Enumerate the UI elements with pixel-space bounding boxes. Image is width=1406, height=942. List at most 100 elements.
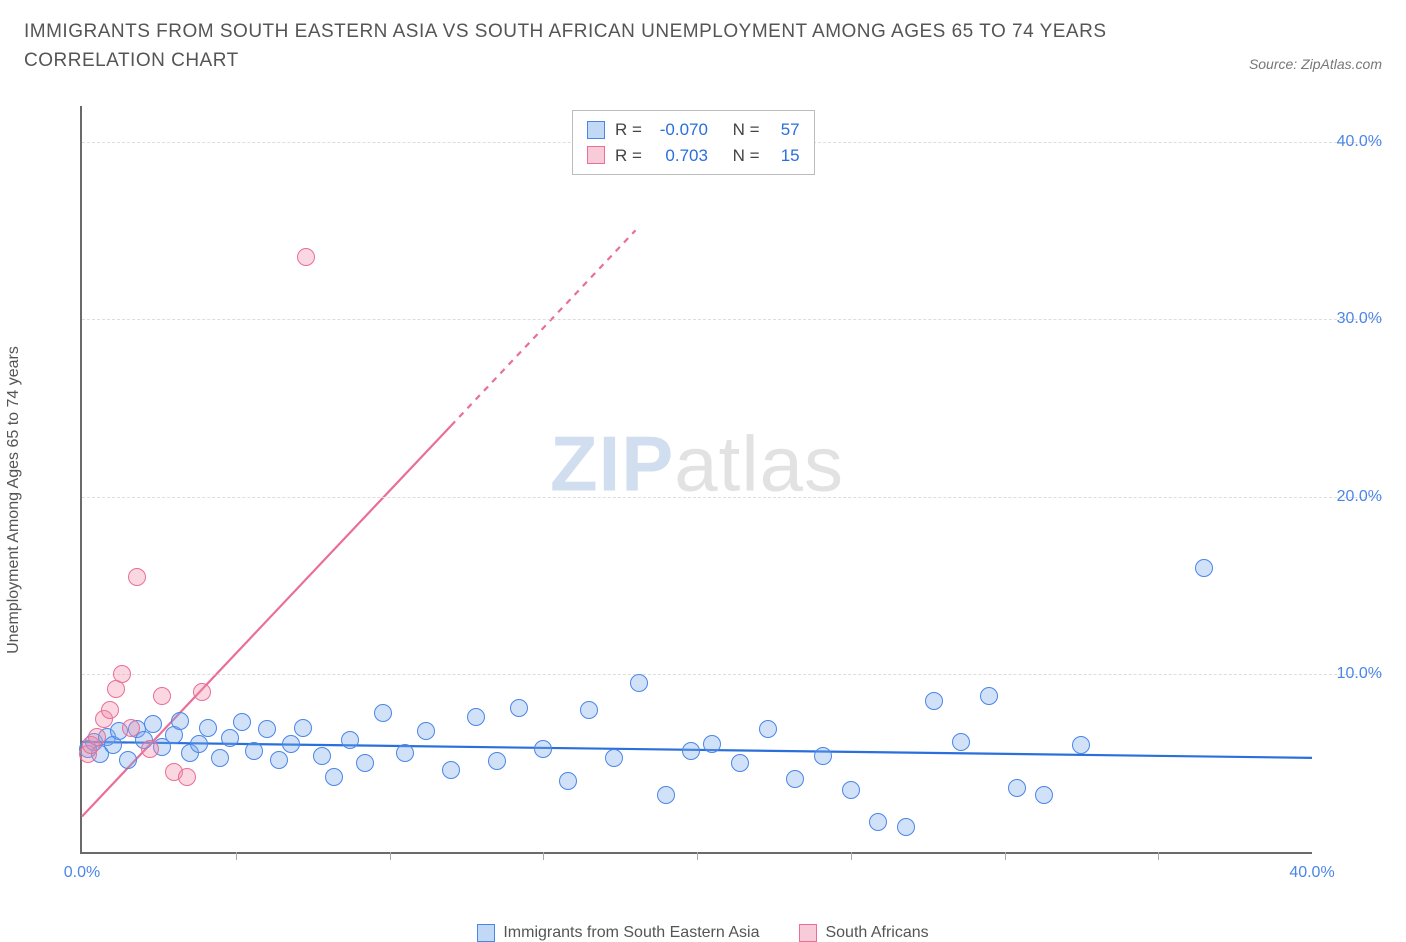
data-point xyxy=(925,692,943,710)
x-minor-tick xyxy=(697,852,698,860)
x-minor-tick xyxy=(851,852,852,860)
data-point xyxy=(442,761,460,779)
data-point xyxy=(88,728,106,746)
trend-lines xyxy=(82,106,1312,852)
n-label: N = xyxy=(733,143,760,169)
correlation-stats-box: R = -0.070 N = 57 R = 0.703 N = 15 xyxy=(572,110,815,175)
data-point xyxy=(374,704,392,722)
legend-swatch-blue xyxy=(477,924,495,942)
data-point xyxy=(171,712,189,730)
data-point xyxy=(190,735,208,753)
chart-container: Unemployment Among Ages 65 to 74 years Z… xyxy=(24,100,1382,900)
stats-row-pink: R = 0.703 N = 15 xyxy=(587,143,800,169)
data-point xyxy=(122,719,140,737)
data-point xyxy=(842,781,860,799)
data-point xyxy=(605,749,623,767)
data-point xyxy=(211,749,229,767)
legend-item-blue: Immigrants from South Eastern Asia xyxy=(477,924,759,942)
data-point xyxy=(952,733,970,751)
data-point xyxy=(534,740,552,758)
data-point xyxy=(325,768,343,786)
data-point xyxy=(980,687,998,705)
n-value-blue: 57 xyxy=(770,117,800,143)
data-point xyxy=(869,813,887,831)
stats-swatch-pink xyxy=(587,146,605,164)
data-point xyxy=(119,751,137,769)
n-value-pink: 15 xyxy=(770,143,800,169)
r-label: R = xyxy=(615,117,642,143)
data-point xyxy=(221,729,239,747)
legend-label-blue: Immigrants from South Eastern Asia xyxy=(503,924,759,942)
data-point xyxy=(233,713,251,731)
gridline xyxy=(82,319,1382,320)
legend-swatch-pink xyxy=(799,924,817,942)
data-point xyxy=(258,720,276,738)
data-point xyxy=(897,818,915,836)
data-point xyxy=(113,665,131,683)
n-label: N = xyxy=(733,117,760,143)
r-value-blue: -0.070 xyxy=(652,117,708,143)
data-point xyxy=(682,742,700,760)
chart-title: IMMIGRANTS FROM SOUTH EASTERN ASIA VS SO… xyxy=(24,18,1124,75)
data-point xyxy=(580,701,598,719)
y-tick-label: 20.0% xyxy=(1322,488,1382,506)
data-point xyxy=(153,687,171,705)
x-minor-tick xyxy=(543,852,544,860)
data-point xyxy=(759,720,777,738)
data-point xyxy=(341,731,359,749)
data-point xyxy=(178,768,196,786)
header: IMMIGRANTS FROM SOUTH EASTERN ASIA VS SO… xyxy=(0,0,1406,75)
x-tick-label: 0.0% xyxy=(64,864,100,882)
plot-area: ZIPatlas 10.0%20.0%30.0%40.0%0.0%40.0% xyxy=(80,106,1312,854)
data-point xyxy=(1035,786,1053,804)
data-point xyxy=(731,754,749,772)
data-point xyxy=(1195,559,1213,577)
watermark-zip: ZIP xyxy=(550,420,674,508)
data-point xyxy=(1072,736,1090,754)
x-minor-tick xyxy=(1005,852,1006,860)
y-axis-label: Unemployment Among Ages 65 to 74 years xyxy=(5,346,23,654)
stats-row-blue: R = -0.070 N = 57 xyxy=(587,117,800,143)
data-point xyxy=(630,674,648,692)
data-point xyxy=(294,719,312,737)
data-point xyxy=(356,754,374,772)
x-minor-tick xyxy=(390,852,391,860)
data-point xyxy=(128,568,146,586)
data-point xyxy=(313,747,331,765)
data-point xyxy=(101,701,119,719)
data-point xyxy=(270,751,288,769)
data-point xyxy=(199,719,217,737)
r-label: R = xyxy=(615,143,642,169)
data-point xyxy=(467,708,485,726)
x-minor-tick xyxy=(1158,852,1159,860)
data-point xyxy=(297,248,315,266)
data-point xyxy=(703,735,721,753)
data-point xyxy=(657,786,675,804)
data-point xyxy=(488,752,506,770)
data-point xyxy=(559,772,577,790)
legend-item-pink: South Africans xyxy=(799,924,928,942)
y-tick-label: 40.0% xyxy=(1322,133,1382,151)
data-point xyxy=(510,699,528,717)
data-point xyxy=(282,735,300,753)
data-point xyxy=(193,683,211,701)
y-tick-label: 10.0% xyxy=(1322,665,1382,683)
data-point xyxy=(245,742,263,760)
legend-label-pink: South Africans xyxy=(825,924,928,942)
r-value-pink: 0.703 xyxy=(652,143,708,169)
data-point xyxy=(417,722,435,740)
source-attribution: Source: ZipAtlas.com xyxy=(1249,18,1382,72)
gridline xyxy=(82,674,1382,675)
x-minor-tick xyxy=(236,852,237,860)
x-tick-label: 40.0% xyxy=(1289,864,1334,882)
data-point xyxy=(814,747,832,765)
data-point xyxy=(141,740,159,758)
data-point xyxy=(144,715,162,733)
stats-swatch-blue xyxy=(587,121,605,139)
data-point xyxy=(1008,779,1026,797)
series-legend: Immigrants from South Eastern Asia South… xyxy=(24,924,1382,942)
watermark-atlas: atlas xyxy=(674,420,844,508)
data-point xyxy=(396,744,414,762)
y-tick-label: 30.0% xyxy=(1322,310,1382,328)
data-point xyxy=(786,770,804,788)
